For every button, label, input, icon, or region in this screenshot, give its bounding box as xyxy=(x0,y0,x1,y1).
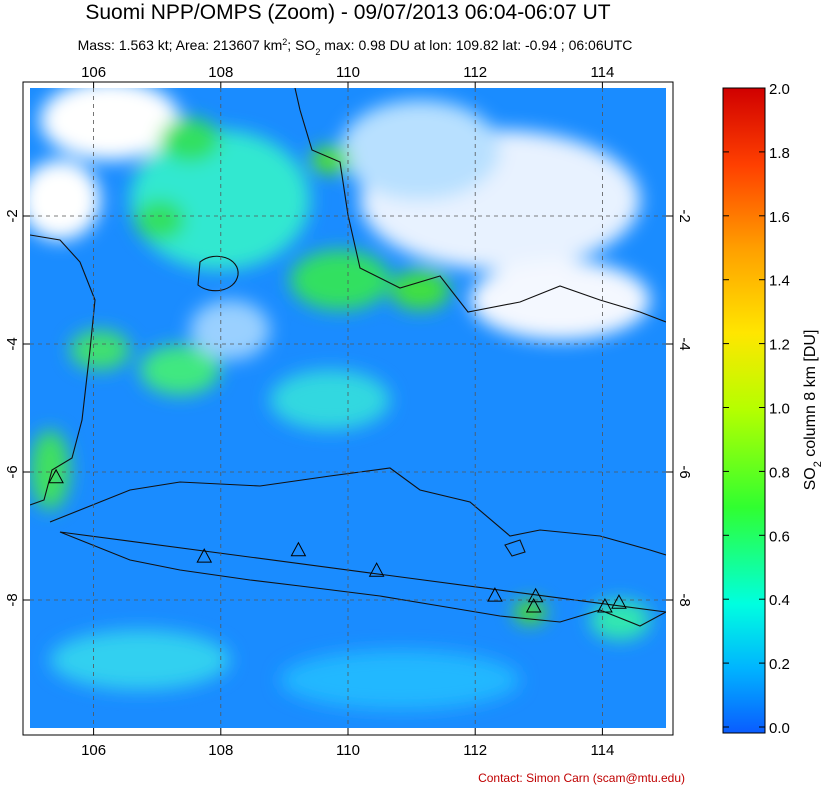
volcano xyxy=(611,594,627,609)
y-tick-label: -4 xyxy=(4,337,21,350)
colorbar-tick-label: 0.8 xyxy=(769,464,790,481)
colorbar-tick-label: 0.0 xyxy=(769,720,790,737)
tick-mark xyxy=(347,728,349,735)
tick-mark xyxy=(23,215,30,217)
volcano xyxy=(48,468,64,484)
tick-mark xyxy=(220,728,222,735)
x-tick-label: 114 xyxy=(590,742,614,759)
map-field xyxy=(30,88,666,728)
subtitle-text: ; SO xyxy=(287,37,315,53)
volcano xyxy=(368,562,385,577)
x-tick-label: 108 xyxy=(208,742,233,759)
y-tick-label: -8 xyxy=(4,593,21,606)
tick-mark xyxy=(23,471,30,473)
colorbar-tick-label: 1.2 xyxy=(769,337,790,354)
subtitle-text: max: 0.98 DU at lon: 109.82 lat: -0.94 ;… xyxy=(320,37,632,53)
x-tick-label: 110 xyxy=(336,64,360,81)
tick-mark xyxy=(474,82,476,88)
subscript: 2 xyxy=(812,461,823,467)
tick-mark xyxy=(347,82,349,88)
tick-mark xyxy=(474,728,476,735)
subtitle-text: Mass: 1.563 kt; Area: 213607 km xyxy=(78,37,283,53)
volcano xyxy=(597,597,613,613)
colorbar-tick-label: 1.4 xyxy=(769,273,790,290)
coastline xyxy=(504,539,526,557)
contact: Contact: Simon Carn (scam@mtu.edu) xyxy=(478,771,685,785)
subtitle: Mass: 1.563 kt; Area: 213607 km2; SO2 ma… xyxy=(78,37,633,57)
x-tick-label: 110 xyxy=(336,742,360,759)
colorbar-tick-label: 1.0 xyxy=(769,401,790,418)
y-tick-label: -6 xyxy=(4,465,21,478)
title: Suomi NPP/OMPS (Zoom) - 09/07/2013 06:04… xyxy=(85,1,610,24)
grid: 106 106 108 108 110 110 112 112 114 114 -2 -2 -4 -4 -6… xyxy=(4,64,693,759)
tick-mark xyxy=(93,728,95,735)
x-tick-label: 112 xyxy=(463,742,487,759)
x-tick-label: 112 xyxy=(463,64,487,81)
tick-mark xyxy=(666,599,673,601)
x-tick-label: 106 xyxy=(81,64,106,81)
coastline xyxy=(197,255,239,292)
tick-mark xyxy=(93,82,95,88)
colorbar-tick-label: 0.6 xyxy=(769,528,790,545)
colorbar-label: SO2 column 8 km [DU] xyxy=(802,330,823,491)
colorbar-tick-label: 2.0 xyxy=(769,81,790,98)
volcano xyxy=(290,541,307,557)
tick-mark xyxy=(220,82,222,88)
coastline xyxy=(294,88,666,323)
x-tick-label: 106 xyxy=(81,742,106,759)
tick-mark xyxy=(23,599,30,601)
colorbar-tick-label: 0.4 xyxy=(769,592,790,609)
colorbar-tick-label: 1.8 xyxy=(769,145,790,162)
y-tick-label: -6 xyxy=(676,465,693,478)
colorbar xyxy=(722,87,766,734)
y-tick-label: -8 xyxy=(676,593,693,606)
coastline xyxy=(49,467,666,627)
tick-mark xyxy=(23,343,30,345)
volcano xyxy=(196,548,213,563)
y-tick-label: -4 xyxy=(676,337,693,350)
tick-mark xyxy=(601,728,603,735)
superscript: 2 xyxy=(282,37,287,47)
subscript: 2 xyxy=(315,47,320,57)
colorbar-label-text: column 8 km [DU] xyxy=(802,330,819,462)
x-tick-label: 108 xyxy=(208,64,233,81)
so2-field xyxy=(30,88,650,710)
tick-mark xyxy=(601,82,603,88)
volcano xyxy=(487,587,503,602)
colorbar-tick-label: 0.2 xyxy=(769,656,790,673)
colorbar-label-text: SO xyxy=(802,467,819,490)
volcano xyxy=(525,597,542,613)
y-tick-label: -2 xyxy=(4,209,21,222)
coastline xyxy=(30,234,96,506)
tick-mark xyxy=(666,471,673,473)
volcano-markers xyxy=(48,468,627,613)
colorbar-tick-label: 1.6 xyxy=(769,209,790,226)
tick-mark xyxy=(666,343,673,345)
tick-mark xyxy=(666,215,673,217)
y-tick-label: -2 xyxy=(676,209,693,222)
x-tick-label: 114 xyxy=(590,64,614,81)
